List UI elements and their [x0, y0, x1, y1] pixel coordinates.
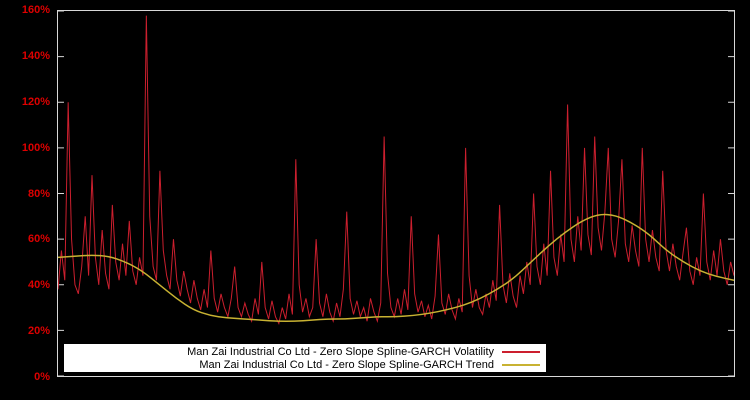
legend-item-volatility: Man Zai Industrial Co Ltd - Zero Slope S… [64, 345, 546, 358]
y-axis-label: 160% [21, 4, 50, 16]
y-axis-label: 20% [27, 325, 50, 338]
y-axis: 0% 20% 40% 60% 80% 100% 120% 140% 160% [0, 0, 54, 400]
y-axis-label: 140% [21, 49, 50, 62]
legend-label-volatility: Man Zai Industrial Co Ltd - Zero Slope S… [187, 345, 494, 358]
y-axis-label: 60% [27, 233, 50, 246]
legend-item-trend: Man Zai Industrial Co Ltd - Zero Slope S… [64, 358, 546, 371]
y-axis-label: 40% [27, 279, 50, 292]
legend-label-trend: Man Zai Industrial Co Ltd - Zero Slope S… [199, 358, 494, 371]
volatility-series-line [58, 15, 734, 325]
plot-svg [58, 11, 734, 376]
y-axis-label: 0% [34, 371, 50, 383]
trend-series-line [58, 213, 734, 322]
plot-area: Man Zai Industrial Co Ltd - Zero Slope S… [57, 10, 735, 377]
y-axis-label: 100% [21, 141, 50, 154]
legend-line-sample-trend [502, 363, 540, 366]
y-axis-label: 120% [21, 95, 50, 108]
y-axis-label: 80% [27, 187, 50, 200]
legend: Man Zai Industrial Co Ltd - Zero Slope S… [64, 344, 546, 372]
legend-line-sample-volatility [502, 350, 540, 353]
